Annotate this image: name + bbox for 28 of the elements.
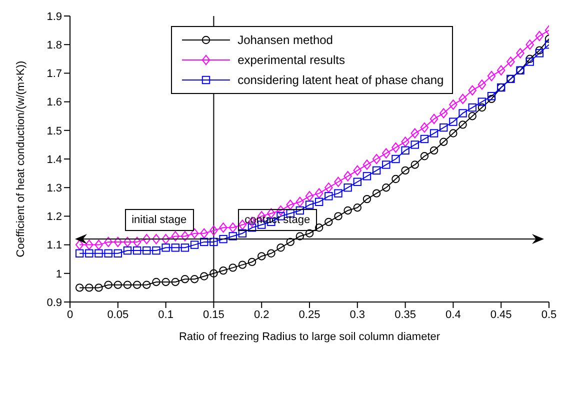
x-tick-label: 0.35 [394, 308, 416, 321]
x-tick-label: 0.2 [254, 308, 270, 321]
y-tick-label: 1.5 [46, 125, 62, 138]
y-tick-label: 1.6 [46, 96, 62, 109]
x-tick-label: 0.1 [158, 308, 174, 321]
y-axis-title: Coefficient of heat conduction/(w/(m×K)) [14, 60, 27, 258]
legend-label: experimental results [238, 53, 345, 67]
x-tick-label: 0.5 [541, 308, 557, 321]
y-tick-label: 1 [56, 268, 62, 280]
y-tick-label: 0.9 [46, 296, 62, 309]
x-tick-label: 0.4 [446, 308, 461, 321]
y-tick-label: 1.8 [46, 40, 62, 52]
x-tick-label: 0.05 [107, 308, 129, 321]
x-tick-label: 0.3 [350, 308, 366, 321]
annotation: initial stage [124, 208, 194, 231]
y-tick-label: 1.7 [46, 68, 62, 80]
x-tick-label: 0.25 [298, 308, 320, 321]
x-tick-label: 0 [66, 308, 74, 321]
y-tick-label: 1.4 [46, 154, 62, 166]
legend-label: Johansen method [238, 33, 333, 47]
y-tick-label: 1.2 [46, 211, 62, 224]
y-tick-label: 1.3 [46, 182, 62, 195]
legend-label: considering latent heat of phase chang [238, 73, 444, 87]
x-axis-title: Ratio of freezing Radius to large soil column diameter [178, 331, 440, 343]
x-tick-label: 0.45 [490, 308, 512, 321]
x-tick-label: 0.15 [202, 308, 224, 321]
y-tick-label: 1.1 [46, 240, 62, 252]
y-tick-label: 1.9 [46, 10, 62, 23]
